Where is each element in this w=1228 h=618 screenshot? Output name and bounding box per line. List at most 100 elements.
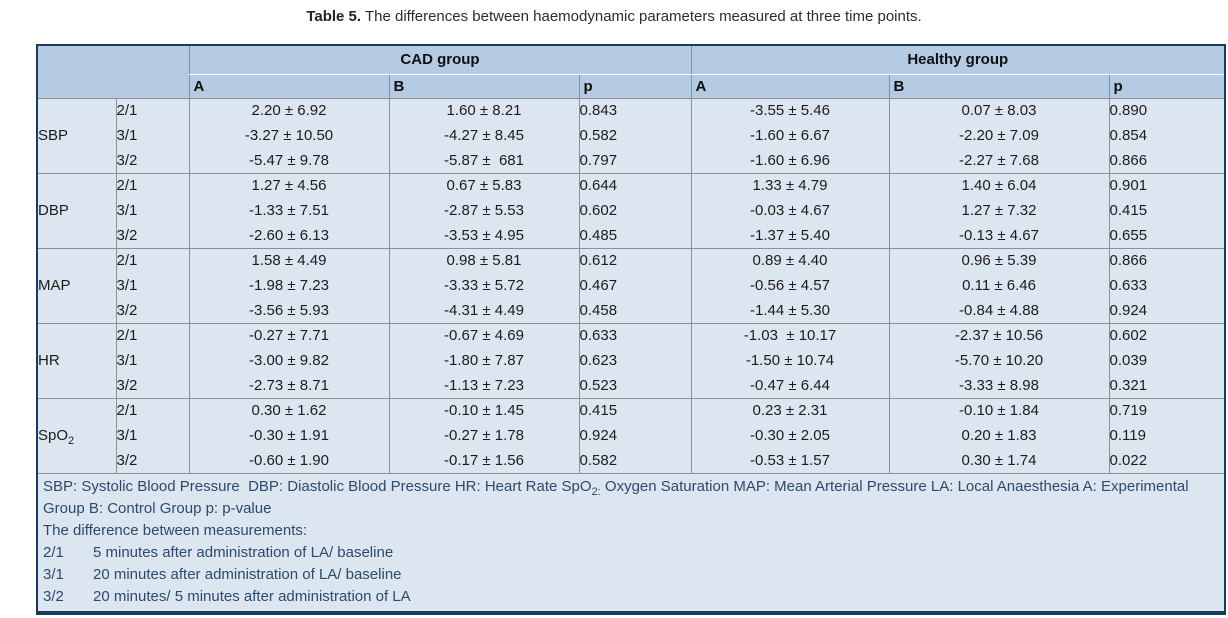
cad-p-cell: 0.644 <box>578 172 691 198</box>
healthy-p-cell: 0.119 <box>1108 423 1224 448</box>
cad-col-a-header: A <box>188 74 389 98</box>
ratio-cell: 2/1 <box>115 322 189 348</box>
healthy-group-header: Healthy group <box>690 46 1224 75</box>
healthy-p-cell: 0.854 <box>1108 123 1224 148</box>
healthy-a-cell: -0.47 ± 6.44 <box>690 373 889 398</box>
cad-a-cell: -2.73 ± 8.71 <box>188 373 389 398</box>
cad-p-cell: 0.797 <box>578 148 691 173</box>
table-row: MAP 2/1 1.58 ± 4.49 0.98 ± 5.81 0.612 0.89 ± … <box>38 247 1224 323</box>
healthy-b-cell: 0.30 ± 1.74 <box>888 448 1109 473</box>
healthy-col-a-header: A <box>690 74 889 98</box>
group-header-row: CAD group Healthy group <box>38 46 1224 98</box>
definition-text: 5 minutes after administration of LA/ ba… <box>93 544 394 561</box>
cad-p-cell: 0.458 <box>578 298 691 323</box>
ratio-cell: 3/1 <box>115 123 189 148</box>
healthy-b-cell: -0.13 ± 4.67 <box>888 223 1109 248</box>
diff-heading: The difference between measurements: <box>43 522 308 539</box>
healthy-p-cell: 0.321 <box>1108 373 1224 398</box>
ratio-cell: 3/2 <box>115 373 189 398</box>
healthy-b-cell: -0.84 ± 4.88 <box>888 298 1109 323</box>
healthy-b-cell: -2.37 ± 10.56 <box>888 322 1109 348</box>
healthy-a-cell: 0.89 ± 4.40 <box>690 247 889 273</box>
param-label: SpO2 <box>38 397 116 473</box>
table-row: 3/1 -1.98 ± 7.23 -3.33 ± 5.72 0.467 -0.56 ± … <box>38 273 1224 298</box>
healthy-b-cell: -2.27 ± 7.68 <box>888 148 1109 173</box>
cad-b-cell: -0.10 ± 1.45 <box>388 397 579 423</box>
healthy-a-cell: -0.53 ± 1.57 <box>690 448 889 473</box>
healthy-b-cell: 0.20 ± 1.83 <box>888 423 1109 448</box>
definition-key: 3/1 <box>43 566 64 583</box>
healthy-b-cell: 1.40 ± 6.04 <box>888 172 1109 198</box>
cad-a-cell: 0.30 ± 1.62 <box>188 397 389 423</box>
table-row: 3/1 -3.27 ± 10.50 -4.27 ± 8.45 0.582 -1.60 ±… <box>38 123 1224 148</box>
table-header: CAD group Healthy group A B p A B p <box>38 46 1224 98</box>
table-row: HR 2/1 -0.27 ± 7.71 -0.67 ± 4.69 0.633 -1.03 … <box>38 322 1224 398</box>
cad-a-cell: -2.60 ± 6.13 <box>188 223 389 248</box>
cad-p-cell: 0.924 <box>578 423 691 448</box>
param-label: MAP <box>38 247 116 323</box>
cad-p-cell: 0.602 <box>578 198 691 223</box>
table-row: 3/1 -3.00 ± 9.82 -1.80 ± 7.87 0.623 -1.50 ± … <box>38 348 1224 373</box>
cad-p-cell: 0.612 <box>578 247 691 273</box>
healthy-b-cell: -0.10 ± 1.84 <box>888 397 1109 423</box>
cad-b-cell: 1.60 ± 8.21 <box>388 97 579 123</box>
table-row: 3/2 -0.60 ± 1.90 -0.17 ± 1.56 0.582 -0.53 ± … <box>38 448 1224 473</box>
cad-p-cell: 0.582 <box>578 448 691 473</box>
ratio-cell: 2/1 <box>115 172 189 198</box>
healthy-a-cell: 1.33 ± 4.79 <box>690 172 889 198</box>
cad-b-cell: -4.31 ± 4.49 <box>388 298 579 323</box>
cad-a-cell: 1.58 ± 4.49 <box>188 247 389 273</box>
cad-a-cell: -3.27 ± 10.50 <box>188 123 389 148</box>
cad-b-cell: -3.33 ± 5.72 <box>388 273 579 298</box>
healthy-p-cell: 0.924 <box>1108 298 1224 323</box>
ratio-cell: 3/1 <box>115 423 189 448</box>
table-row: SpO2 2/1 0.30 ± 1.62 -0.10 ± 1.45 0.415 0.23 … <box>38 397 1224 473</box>
healthy-a-cell: -0.56 ± 4.57 <box>690 273 889 298</box>
healthy-b-cell: 1.27 ± 7.32 <box>888 198 1109 223</box>
cad-p-cell: 0.485 <box>578 223 691 248</box>
cad-b-cell: -4.27 ± 8.45 <box>388 123 579 148</box>
cad-a-cell: 2.20 ± 6.92 <box>188 97 389 123</box>
healthy-b-cell: 0.07 ± 8.03 <box>888 97 1109 123</box>
definition-text: 20 minutes after administration of LA/ b… <box>93 566 402 583</box>
cad-b-cell: -5.87 ± 681 <box>388 148 579 173</box>
healthy-b-cell: 0.11 ± 6.46 <box>888 273 1109 298</box>
healthy-p-cell: 0.022 <box>1108 448 1224 473</box>
cad-p-cell: 0.623 <box>578 348 691 373</box>
abbreviations-post: Oxygen Saturation MAP: Mean Arterial Pre… <box>43 478 1193 517</box>
definition-key: 2/1 <box>43 544 64 561</box>
definition-text: 20 minutes/ 5 minutes after administrati… <box>93 588 411 605</box>
healthy-b-cell: 0.96 ± 5.39 <box>888 247 1109 273</box>
cad-a-cell: -0.27 ± 7.71 <box>188 322 389 348</box>
healthy-p-cell: 0.866 <box>1108 148 1224 173</box>
table-caption-text: The differences between haemodynamic par… <box>364 8 922 25</box>
table-row: 3/1 -1.33 ± 7.51 -2.87 ± 5.53 0.602 -0.03 ± … <box>38 198 1224 223</box>
cad-col-b-header: B <box>388 74 579 98</box>
ratio-cell: 3/1 <box>115 348 189 373</box>
cad-b-cell: -3.53 ± 4.95 <box>388 223 579 248</box>
healthy-p-cell: 0.039 <box>1108 348 1224 373</box>
healthy-a-cell: -1.60 ± 6.67 <box>690 123 889 148</box>
cad-a-cell: -1.33 ± 7.51 <box>188 198 389 223</box>
healthy-b-cell: -5.70 ± 10.20 <box>888 348 1109 373</box>
healthy-p-cell: 0.633 <box>1108 273 1224 298</box>
table-caption-number: Table 5. <box>306 8 362 25</box>
definition-row: 3/2 20 minutes/ 5 minutes after administr… <box>43 586 1219 608</box>
ratio-cell: 2/1 <box>115 397 189 423</box>
cad-a-cell: 1.27 ± 4.56 <box>188 172 389 198</box>
healthy-a-cell: -1.50 ± 10.74 <box>690 348 889 373</box>
healthy-b-cell: -3.33 ± 8.98 <box>888 373 1109 398</box>
cad-b-cell: -0.17 ± 1.56 <box>388 448 579 473</box>
definitions: 2/1 5 minutes after administration of LA/… <box>43 542 1219 608</box>
haemodynamic-table: CAD group Healthy group A B p A B p SBP 2… <box>36 44 1226 615</box>
table-row: 3/2 -5.47 ± 9.78 -5.87 ± 681 0.797 -1.60 ± 6… <box>38 148 1224 173</box>
table-row: SBP 2/1 2.20 ± 6.92 1.60 ± 8.21 0.843 -3.55 ±… <box>38 97 1224 173</box>
param-label: HR <box>38 322 116 398</box>
cad-b-cell: 0.98 ± 5.81 <box>388 247 579 273</box>
ratio-cell: 2/1 <box>115 247 189 273</box>
cad-b-cell: -0.27 ± 1.78 <box>388 423 579 448</box>
table-row: 3/2 -2.73 ± 8.71 -1.13 ± 7.23 0.523 -0.47 ± … <box>38 373 1224 398</box>
cad-a-cell: -3.56 ± 5.93 <box>188 298 389 323</box>
param-label: DBP <box>38 172 116 248</box>
healthy-p-cell: 0.415 <box>1108 198 1224 223</box>
